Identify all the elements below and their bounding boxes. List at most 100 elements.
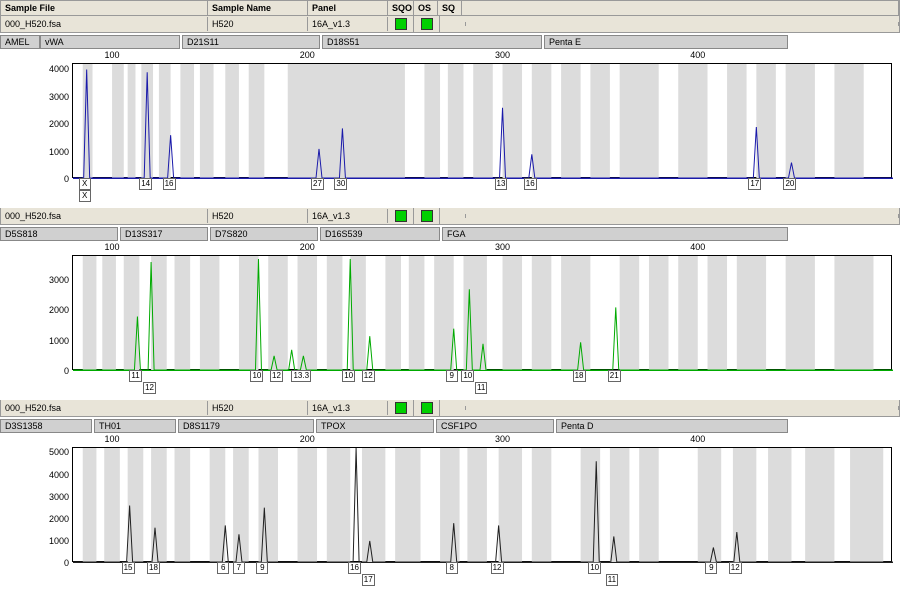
sqo-indicator — [388, 400, 414, 416]
allele-calls-row: 151867916178121011912 — [72, 562, 892, 586]
chart-area: 01000200030001002003004001112101213.3101… — [8, 255, 892, 394]
allele-call[interactable]: 6 — [217, 562, 229, 574]
allele-call[interactable]: 14 — [139, 178, 152, 190]
electropherogram-panel: 000_H520.fsaH52016A_v1.3 D5S818D13S317D7S… — [0, 208, 900, 394]
chart-area: 01000200030004000100200300400XX141627301… — [8, 63, 892, 202]
sample-info-row[interactable]: 000_H520.fsaH52016A_v1.3 — [0, 16, 900, 33]
sample-file-cell: 000_H520.fsa — [1, 17, 208, 31]
allele-call[interactable]: 7 — [233, 562, 245, 574]
locus-chip[interactable]: Penta E — [544, 35, 788, 49]
panel-cell: 16A_v1.3 — [308, 17, 388, 31]
plot[interactable]: 01000200030004000100200300400 — [72, 63, 892, 178]
allele-call[interactable]: 13.3 — [291, 370, 311, 382]
col-os: OS — [414, 1, 438, 15]
allele-call[interactable]: 10 — [250, 370, 263, 382]
allele-call[interactable]: 16 — [163, 178, 176, 190]
col-sample-file: Sample File — [1, 1, 208, 15]
status-ok-icon — [395, 18, 407, 30]
allele-call[interactable]: 27 — [311, 178, 324, 190]
sample-name-cell: H520 — [208, 17, 308, 31]
locus-chip[interactable]: Penta D — [556, 419, 788, 433]
allele-call[interactable]: 18 — [573, 370, 586, 382]
locus-chip[interactable]: D3S1358 — [0, 419, 92, 433]
y-tick-label: 0 — [64, 366, 69, 376]
locus-chip[interactable]: TH01 — [94, 419, 176, 433]
y-tick-label: 3000 — [49, 492, 69, 502]
locus-chip[interactable]: AMEL — [0, 35, 40, 49]
col-sq: SQ — [438, 1, 462, 15]
sq-indicator — [440, 22, 466, 26]
allele-call[interactable]: 21 — [608, 370, 621, 382]
allele-call[interactable]: 8 — [446, 562, 458, 574]
locus-chip[interactable]: D16S539 — [320, 227, 440, 241]
allele-call[interactable]: X — [79, 178, 91, 190]
sqo-indicator — [388, 208, 414, 224]
status-ok-icon — [421, 210, 433, 222]
sqo-indicator — [388, 16, 414, 32]
x-tick-label: 300 — [495, 434, 510, 444]
allele-call[interactable]: 12 — [270, 370, 283, 382]
allele-call[interactable]: 11 — [475, 382, 487, 394]
allele-call[interactable]: 17 — [748, 178, 761, 190]
locus-chip[interactable]: D5S818 — [0, 227, 118, 241]
x-tick-label: 400 — [690, 50, 705, 60]
sample-info-row[interactable]: 000_H520.fsaH52016A_v1.3 — [0, 400, 900, 417]
allele-call[interactable]: 30 — [334, 178, 347, 190]
sample-file-cell: 000_H520.fsa — [1, 401, 208, 415]
allele-calls-row: XX 14 16 27 30 13 16 17 20 — [72, 178, 892, 202]
sample-info-row[interactable]: 000_H520.fsaH52016A_v1.3 — [0, 208, 900, 225]
x-tick-label: 400 — [690, 242, 705, 252]
y-axis: 01000200030004000 — [37, 64, 69, 177]
sq-indicator — [440, 214, 466, 218]
plot[interactable]: 010002000300040005000100200300400 — [72, 447, 892, 562]
locus-chip[interactable]: TPOX — [316, 419, 434, 433]
allele-call[interactable]: 18 — [147, 562, 160, 574]
allele-call[interactable]: 12 — [491, 562, 504, 574]
allele-call[interactable]: 12 — [362, 370, 375, 382]
col-sample-name: Sample Name — [208, 1, 308, 15]
allele-call[interactable]: 16 — [524, 178, 537, 190]
locus-chip[interactable]: vWA — [40, 35, 180, 49]
allele-call[interactable]: 9 — [705, 562, 717, 574]
locus-chip[interactable]: D18S51 — [322, 35, 542, 49]
locus-chip[interactable]: D8S1179 — [178, 419, 314, 433]
allele-call[interactable]: 11 — [606, 574, 618, 586]
allele-call[interactable]: 10 — [461, 370, 474, 382]
sample-name-cell: H520 — [208, 401, 308, 415]
plot[interactable]: 0100020003000100200300400 — [72, 255, 892, 370]
sample-file-cell: 000_H520.fsa — [1, 209, 208, 223]
col-sqo: SQO — [388, 1, 414, 15]
locus-chip[interactable]: FGA — [442, 227, 788, 241]
allele-call[interactable]: 10 — [588, 562, 601, 574]
locus-chip[interactable]: D13S317 — [120, 227, 208, 241]
allele-call[interactable]: 11 — [129, 370, 141, 382]
allele-call[interactable]: 17 — [362, 574, 375, 586]
allele-call[interactable]: 13 — [495, 178, 508, 190]
allele-call[interactable]: 20 — [783, 178, 796, 190]
x-tick-label: 100 — [105, 50, 120, 60]
allele-call[interactable]: 15 — [122, 562, 135, 574]
allele-call[interactable]: 9 — [256, 562, 268, 574]
trace-svg — [73, 64, 893, 179]
locus-chip[interactable]: D21S11 — [182, 35, 320, 49]
allele-call[interactable]: 9 — [446, 370, 458, 382]
x-tick-label: 200 — [300, 434, 315, 444]
allele-call[interactable]: 12 — [729, 562, 742, 574]
x-tick-label: 300 — [495, 50, 510, 60]
locus-chip[interactable]: D7S820 — [210, 227, 318, 241]
locus-chip[interactable]: CSF1PO — [436, 419, 554, 433]
allele-call[interactable]: 16 — [348, 562, 361, 574]
col-panel: Panel — [308, 1, 388, 15]
status-ok-icon — [395, 210, 407, 222]
allele-call[interactable]: 10 — [342, 370, 355, 382]
y-tick-label: 2000 — [49, 305, 69, 315]
y-tick-label: 2000 — [49, 514, 69, 524]
status-ok-icon — [421, 402, 433, 414]
y-tick-label: 2000 — [49, 119, 69, 129]
y-tick-label: 1000 — [49, 336, 69, 346]
allele-call[interactable]: X — [79, 190, 91, 202]
trace-svg — [73, 448, 893, 563]
os-indicator — [414, 400, 440, 416]
y-tick-label: 3000 — [49, 275, 69, 285]
allele-call[interactable]: 12 — [143, 382, 156, 394]
